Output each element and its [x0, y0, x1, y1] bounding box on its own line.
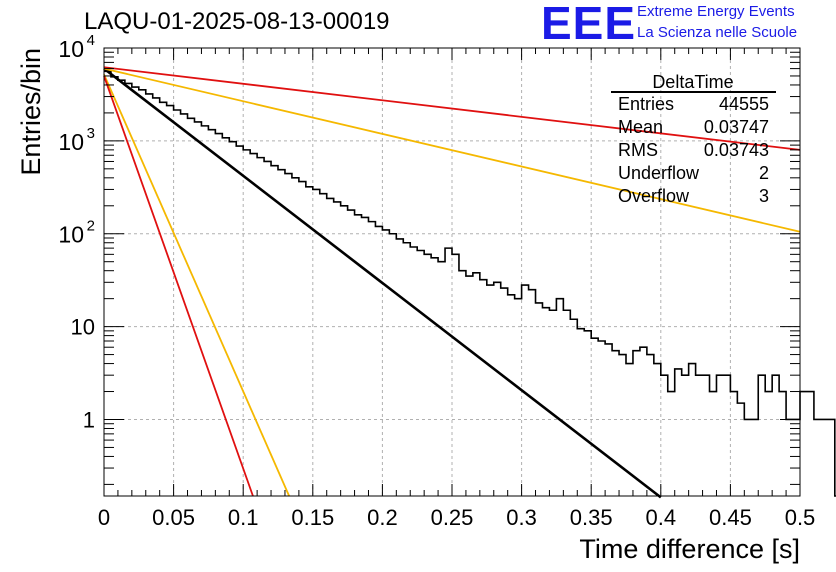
eee-logo: EEE: [541, 0, 637, 49]
logo-line-2: La Scienza nelle Scuole: [637, 24, 798, 41]
chart-title: LAQU-01-2025-08-13-00019: [84, 8, 390, 35]
y-tick-exponent: 4: [87, 32, 95, 49]
y-tick-exponent: 3: [87, 125, 95, 142]
series-line-red-1: [103, 66, 801, 151]
histogram: [104, 70, 836, 497]
y-tick-label: 10: [58, 129, 84, 155]
stats-label: Entries: [618, 94, 674, 114]
series-line-red-4: [103, 75, 254, 497]
y-tick-label: 1: [83, 407, 95, 432]
stats-title: DeltaTime: [652, 72, 733, 92]
x-axis-label: Time difference [s]: [579, 534, 800, 564]
y-axis-label: Entries/bin: [16, 48, 46, 176]
x-tick-label: 0.5: [785, 505, 816, 530]
stats-value: 3: [759, 186, 769, 206]
x-tick-label: 0.25: [431, 505, 474, 530]
x-tick-label: 0: [98, 505, 110, 530]
stats-box: DeltaTime Entries 44555 Mean 0.03747 RMS 0.03…: [611, 72, 776, 206]
series-line-yellow-3: [103, 74, 290, 497]
x-tick-label: 0.2: [367, 505, 398, 530]
x-tick-label: 0.1: [228, 505, 259, 530]
x-tick-label: 0.05: [152, 505, 195, 530]
axis-labels: Time difference [s] Entries/bin: [16, 48, 800, 564]
grid: [104, 48, 800, 496]
x-tick-label: 0.4: [646, 505, 677, 530]
series-line-yellow-2: [103, 67, 801, 233]
histogram-steps: [104, 70, 836, 497]
x-tick-label: 0.15: [291, 505, 334, 530]
stats-value: 2: [759, 163, 769, 183]
series-line-black-0: [103, 67, 662, 499]
y-tick-label: 10: [58, 222, 84, 248]
stats-label: Underflow: [618, 163, 700, 183]
stats-value: 44555: [719, 94, 769, 114]
x-tick-label: 0.45: [709, 505, 752, 530]
axis-ticks: 0 0.05 0.1 0.15 0.2 0.25 0.3 0.35 0.4 0.45 0.5 1 10 1…: [58, 32, 815, 530]
fit-lines: [103, 66, 801, 499]
logo-line-1: Extreme Energy Events: [637, 3, 795, 20]
y-tick-exponent: 2: [87, 218, 95, 235]
y-tick-label: 10: [58, 36, 84, 62]
y-tick-label: 10: [71, 315, 95, 340]
stats-label: RMS: [618, 140, 658, 160]
stats-value: 0.03743: [704, 140, 769, 160]
x-tick-label: 0.3: [506, 505, 537, 530]
stats-label: Mean: [618, 117, 663, 137]
stats-value: 0.03747: [704, 117, 769, 137]
stats-label: Overflow: [618, 186, 690, 206]
x-tick-label: 0.35: [570, 505, 613, 530]
